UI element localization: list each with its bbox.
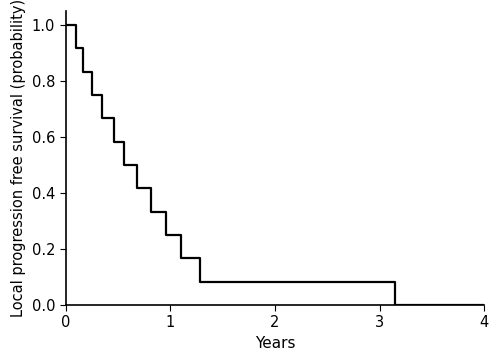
X-axis label: Years: Years [254, 336, 295, 351]
Y-axis label: Local progression free survival (probability): Local progression free survival (probabi… [11, 0, 26, 317]
